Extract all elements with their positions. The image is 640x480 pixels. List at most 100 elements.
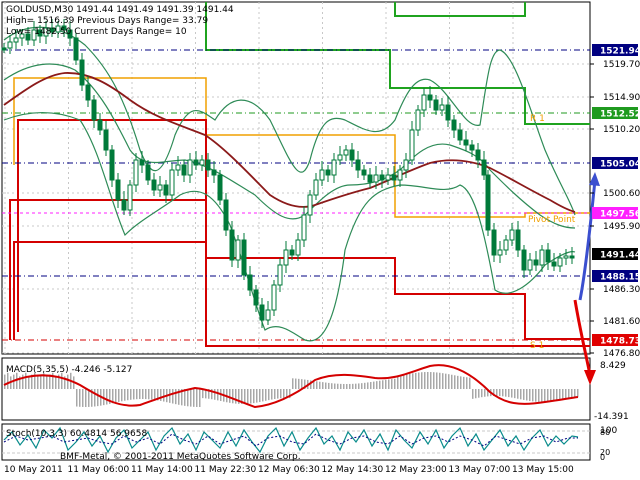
candle-body <box>103 129 109 151</box>
macd-bar <box>331 383 333 389</box>
candle-body <box>527 259 533 271</box>
macd-bar <box>466 377 468 389</box>
macd-bar <box>325 382 327 389</box>
macd-bar <box>259 389 261 403</box>
macd-bar <box>469 377 471 389</box>
candle-body <box>355 159 361 171</box>
macd-bar <box>199 389 201 407</box>
candle-body <box>127 184 133 211</box>
macd-bar <box>376 381 378 389</box>
macd-bar <box>268 389 270 401</box>
candle-body <box>307 194 313 216</box>
macd-bar <box>421 372 423 389</box>
macd-bar <box>175 389 177 405</box>
candle-body <box>521 249 527 271</box>
candle-body <box>385 174 391 181</box>
macd-bar <box>544 389 546 402</box>
macd-bar <box>121 389 123 402</box>
macd-bar <box>94 389 96 407</box>
candle-body <box>475 149 481 161</box>
candle-body <box>343 149 349 156</box>
macd-bar <box>310 380 312 389</box>
macd-bar <box>415 372 417 389</box>
macd-bar <box>34 372 36 389</box>
time-axis-label: 13 May 15:00 <box>512 465 574 475</box>
macd-bar <box>256 389 258 403</box>
macd-bar <box>541 389 543 402</box>
stoch-tick-100: 100 <box>600 426 617 436</box>
macd-bar <box>7 372 9 389</box>
macd-bar <box>439 372 441 389</box>
main-panel[interactable] <box>1 1 591 355</box>
forecast-arrows <box>573 172 600 385</box>
header-line-1: GOLDUSD,M30 1491.44 1491.49 1491.39 1491… <box>6 5 234 15</box>
candle-body <box>91 99 97 121</box>
price-badge <box>592 207 638 219</box>
candle-body <box>67 29 73 39</box>
macd-bar <box>265 389 267 401</box>
macd-bar <box>463 376 465 389</box>
macd-bar <box>373 381 375 389</box>
macd-bar <box>511 389 513 398</box>
macd-bar <box>61 372 63 389</box>
macd-bar <box>442 373 444 389</box>
macd-bar <box>484 389 486 397</box>
macd-bar <box>40 374 42 389</box>
macd-bar <box>109 389 111 404</box>
candle-body <box>79 59 85 86</box>
candle-body <box>157 184 163 191</box>
macd-bar <box>112 389 114 404</box>
stoch-tick-80: 80 <box>600 428 610 437</box>
macd-bar <box>403 374 405 389</box>
macd-bar <box>547 389 549 402</box>
macd-bar <box>337 383 339 389</box>
macd-bar <box>160 389 162 401</box>
candle-body <box>533 259 539 266</box>
candle-body <box>187 159 193 176</box>
macd-bar <box>577 389 579 397</box>
forecast-arrow-down-head <box>584 370 596 385</box>
macd-bar <box>334 383 336 389</box>
candle-body <box>241 239 247 276</box>
candle-body <box>31 29 37 41</box>
macd-bar <box>190 389 192 407</box>
bollinger-upper <box>3 26 576 216</box>
macd-bar <box>397 375 399 389</box>
candle-body <box>115 179 121 201</box>
macd-bar <box>55 376 57 389</box>
macd-bar <box>556 389 558 401</box>
high-box-2 <box>394 2 526 17</box>
candle-body <box>25 33 31 41</box>
candle-body <box>439 104 445 111</box>
macd-bar <box>127 389 129 401</box>
macd-bar <box>517 389 519 399</box>
header-line-3: Low= 1482.50 Current Days Range= 10 <box>6 27 187 37</box>
macd-bar <box>91 389 93 407</box>
macd-bar <box>553 389 555 402</box>
macd-bar <box>454 375 456 389</box>
macd-bar <box>523 389 525 400</box>
candle-body <box>217 174 223 201</box>
macd-bar <box>142 389 144 400</box>
candle-body <box>325 169 331 176</box>
macd-bar <box>184 389 186 406</box>
candle-body <box>563 255 569 259</box>
macd-bar <box>412 373 414 389</box>
price-tick-label: 1481.60 <box>603 317 640 327</box>
price-badge-label: 1488.15 <box>600 273 640 283</box>
candle-body <box>421 94 427 111</box>
macd-signal-line <box>3 364 579 409</box>
macd-bar <box>460 376 462 389</box>
macd-bar <box>394 378 396 389</box>
macd-bar <box>97 389 99 407</box>
macd-bar <box>481 389 483 398</box>
macd-bar <box>154 389 156 400</box>
bollinger-lower <box>3 111 576 342</box>
macd-tick-top: 8.429 <box>600 361 626 371</box>
stoch-tick-20: 20 <box>600 448 610 457</box>
macd-bar <box>313 380 315 389</box>
candle-body <box>181 164 187 176</box>
macd-bar <box>271 389 273 400</box>
macd-bar <box>514 389 516 399</box>
